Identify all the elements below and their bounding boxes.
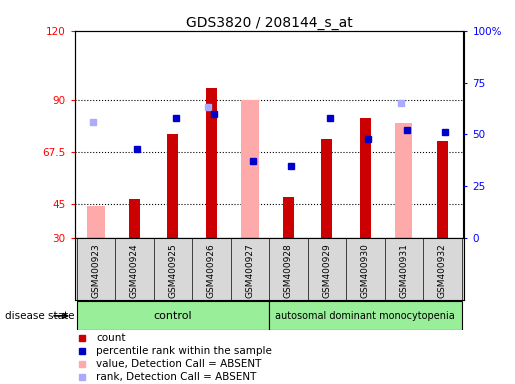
Bar: [395, 123, 413, 238]
Text: autosomal dominant monocytopenia: autosomal dominant monocytopenia: [276, 311, 455, 321]
Text: GSM400927: GSM400927: [245, 243, 254, 298]
Text: GSM400928: GSM400928: [284, 243, 293, 298]
Text: GSM400929: GSM400929: [322, 243, 331, 298]
Title: GDS3820 / 208144_s_at: GDS3820 / 208144_s_at: [186, 16, 352, 30]
Bar: [206, 88, 217, 238]
Bar: [87, 206, 105, 238]
Text: GSM400925: GSM400925: [168, 243, 177, 298]
Text: control: control: [153, 311, 192, 321]
Text: GSM400932: GSM400932: [438, 243, 447, 298]
Text: value, Detection Call = ABSENT: value, Detection Call = ABSENT: [96, 359, 262, 369]
Bar: [269, 301, 461, 330]
Text: GSM400926: GSM400926: [207, 243, 216, 298]
Text: rank, Detection Call = ABSENT: rank, Detection Call = ABSENT: [96, 372, 256, 382]
Bar: [437, 141, 448, 238]
Text: GSM400931: GSM400931: [399, 243, 408, 298]
Bar: [167, 134, 178, 238]
Bar: [241, 100, 259, 238]
Text: percentile rank within the sample: percentile rank within the sample: [96, 346, 272, 356]
Bar: [283, 197, 294, 238]
Text: GSM400923: GSM400923: [91, 243, 100, 298]
Bar: [360, 118, 371, 238]
Text: count: count: [96, 333, 126, 343]
Bar: [129, 199, 140, 238]
Text: GSM400930: GSM400930: [361, 243, 370, 298]
Bar: [321, 139, 332, 238]
Text: GSM400924: GSM400924: [130, 243, 139, 298]
Bar: [77, 301, 269, 330]
Text: disease state: disease state: [5, 311, 75, 321]
